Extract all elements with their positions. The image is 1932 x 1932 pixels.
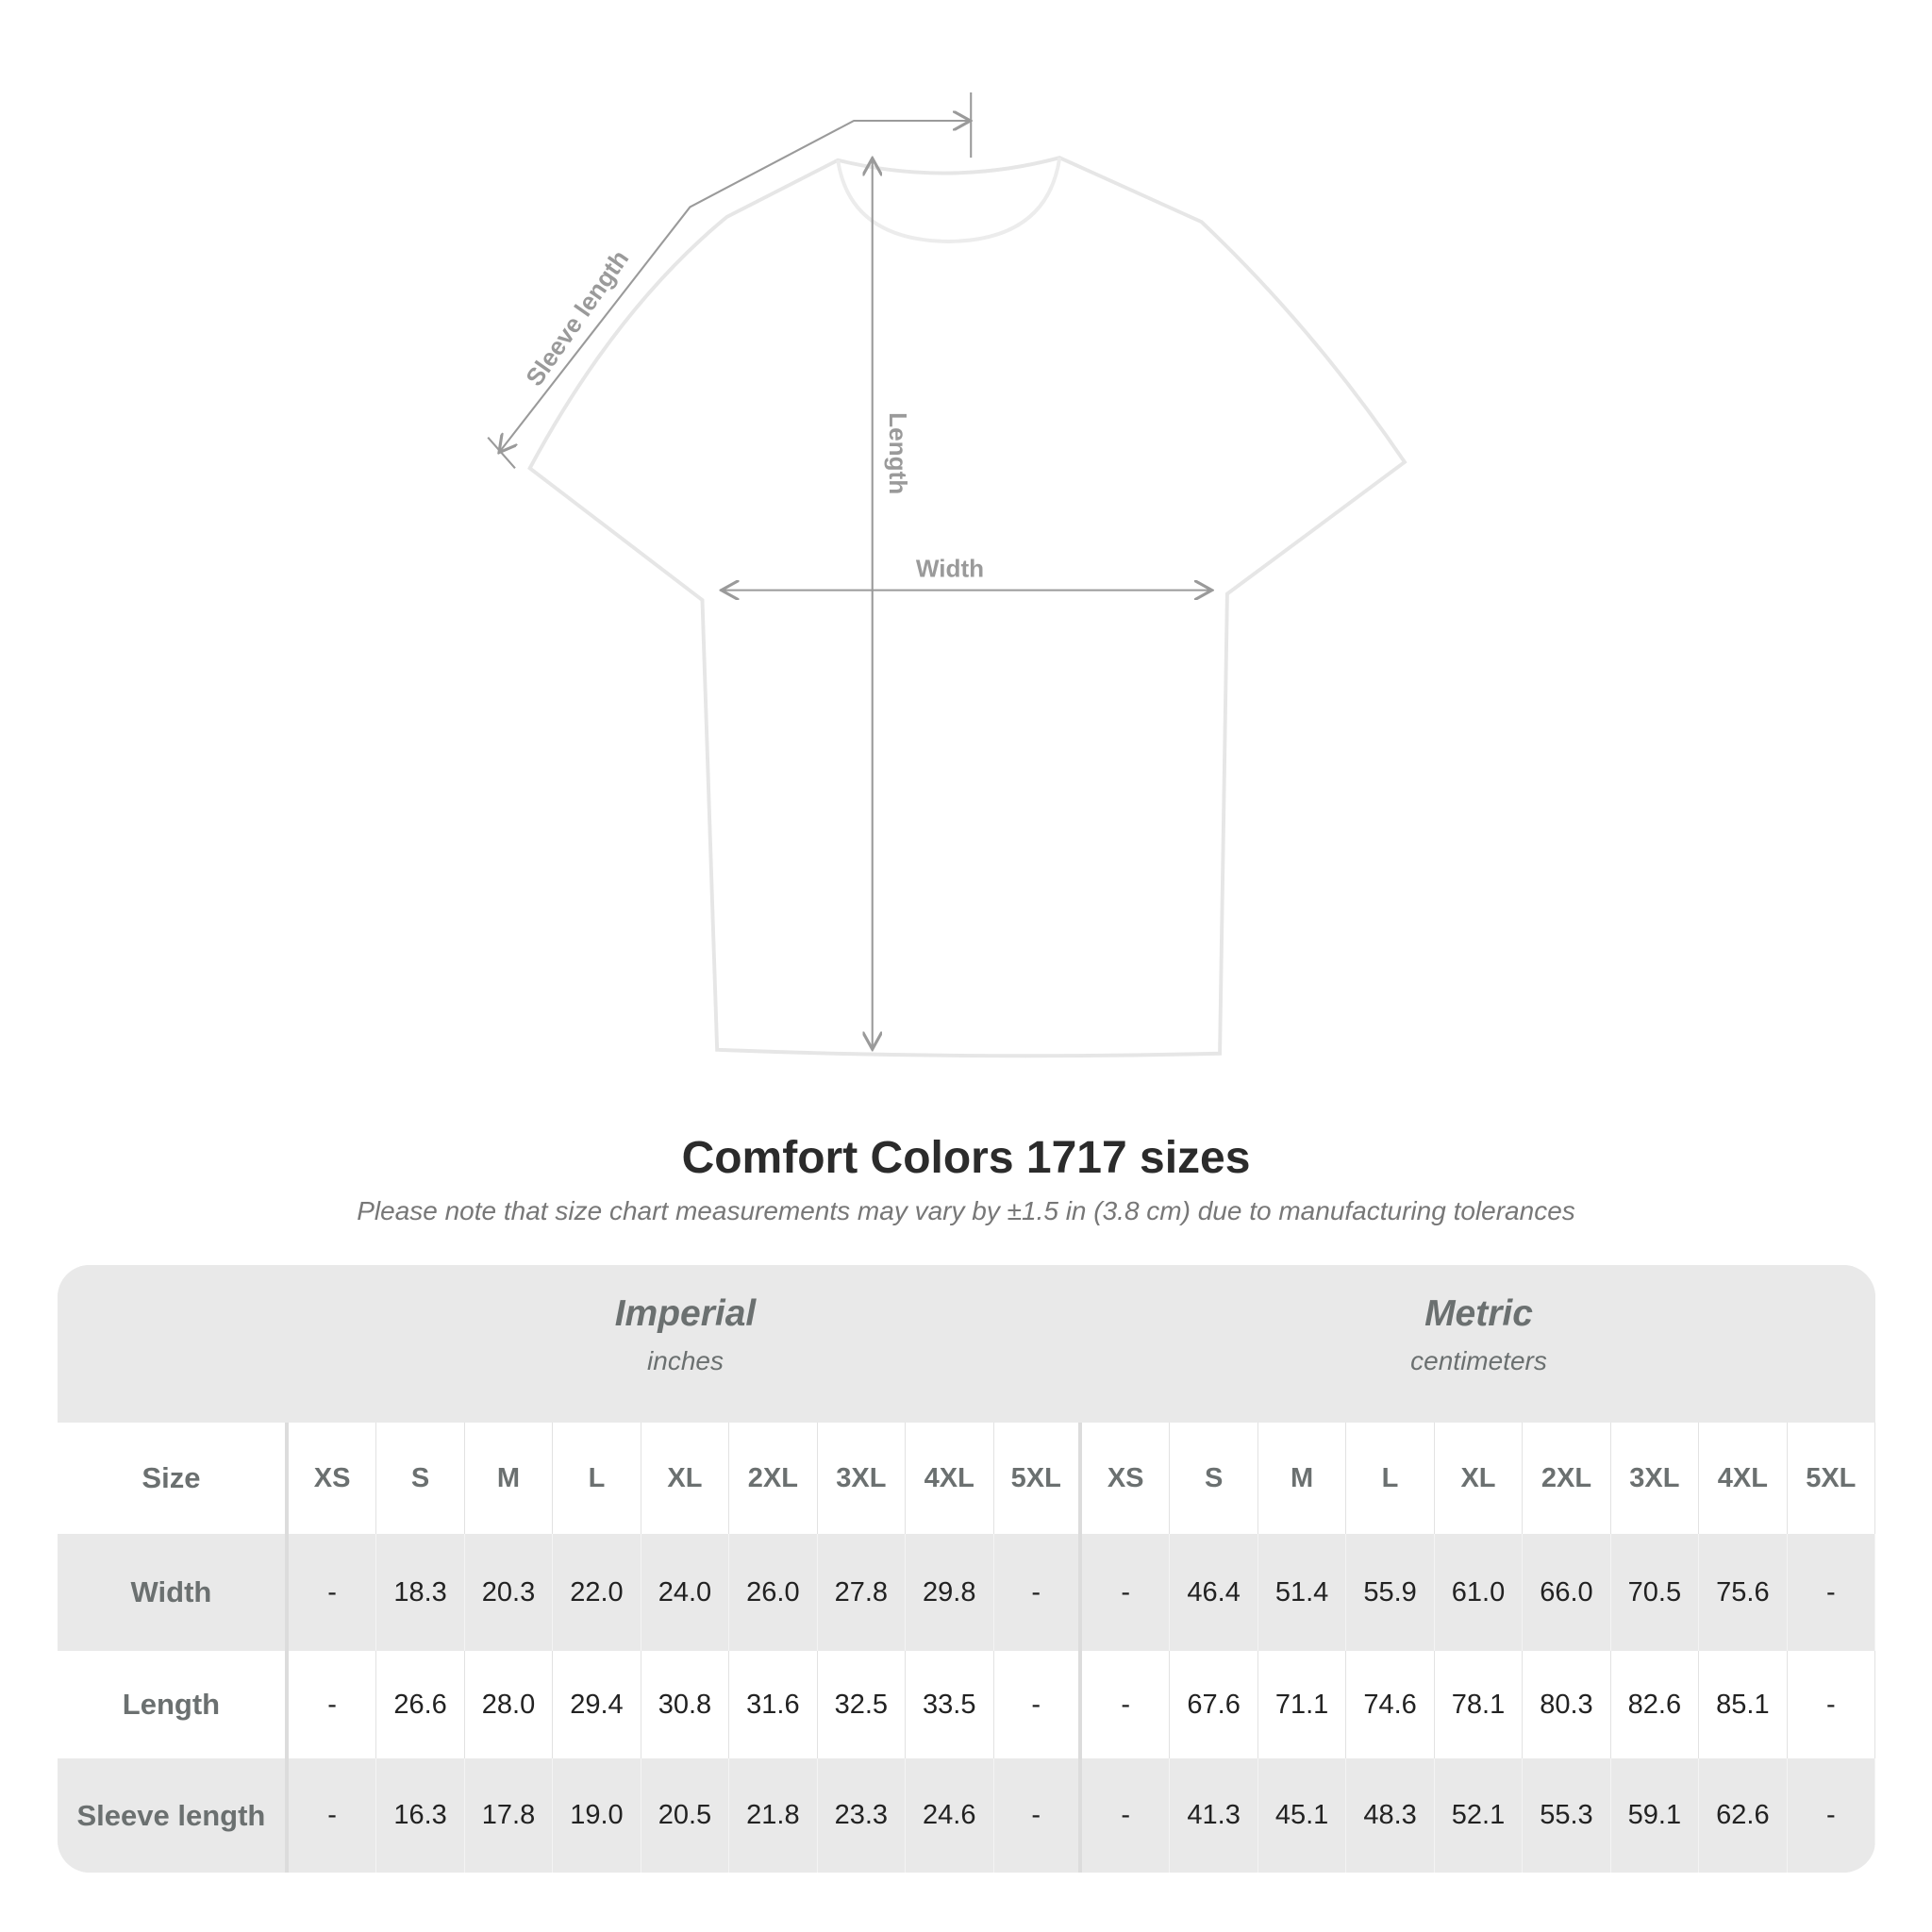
metric-size-header: 3XL (1611, 1423, 1700, 1534)
imperial-value-cell: 30.8 (641, 1651, 730, 1758)
imperial-title: Imperial (614, 1293, 757, 1334)
metric-value-cell: 82.6 (1611, 1651, 1700, 1758)
metric-value-cell: 45.1 (1258, 1758, 1347, 1873)
tolerance-note: Please note that size chart measurements… (357, 1196, 1575, 1225)
metric-value-cell: 55.9 (1346, 1534, 1435, 1651)
imperial-value-cell: - (289, 1758, 377, 1873)
imperial-value-cell: 24.6 (906, 1758, 994, 1873)
unit-header-band: Imperial inches Metric centimeters (58, 1265, 1875, 1423)
metric-value-cell: - (1788, 1651, 1875, 1758)
metric-size-header: 2XL (1523, 1423, 1611, 1534)
metric-unit: centimeters (1410, 1346, 1547, 1375)
metric-value-cell: 52.1 (1435, 1758, 1524, 1873)
metric-value-cell: 80.3 (1523, 1651, 1611, 1758)
imperial-value-cell: 17.8 (465, 1758, 554, 1873)
imperial-value-cell: 32.5 (818, 1651, 907, 1758)
metric-value-cell: 70.5 (1611, 1534, 1700, 1651)
imperial-value-cell: 18.3 (376, 1534, 465, 1651)
imperial-value-cell: 16.3 (376, 1758, 465, 1873)
metric-value-cell: 85.1 (1699, 1651, 1788, 1758)
imperial-size-header: XS (289, 1423, 377, 1534)
metric-value-cell: 41.3 (1170, 1758, 1258, 1873)
imperial-header: Imperial inches (289, 1293, 1082, 1376)
imperial-size-header: L (553, 1423, 641, 1534)
imperial-value-cell: 29.8 (906, 1534, 994, 1651)
imperial-size-header: 3XL (818, 1423, 907, 1534)
metric-header: Metric centimeters (1082, 1293, 1875, 1376)
size-table: Imperial inches Metric centimeters Size X… (58, 1265, 1875, 1873)
imperial-size-header: XL (641, 1423, 730, 1534)
table-row: Sleeve length -16.3 17.8 19.0 20.5 21.8 23.3 24… (58, 1758, 1875, 1873)
imperial-value-cell: 29.4 (553, 1651, 641, 1758)
imperial-value-cell: - (994, 1758, 1082, 1873)
imperial-value-cell: 26.6 (376, 1651, 465, 1758)
imperial-value-cell: 20.3 (465, 1534, 554, 1651)
imperial-value-cell: 21.8 (729, 1758, 818, 1873)
imperial-value-cell: 22.0 (553, 1534, 641, 1651)
metric-value-cell: 55.3 (1523, 1758, 1611, 1873)
metric-value-cell: 75.6 (1699, 1534, 1788, 1651)
imperial-size-header: S (376, 1423, 465, 1534)
row-label: Sleeve length (58, 1758, 289, 1873)
metric-value-cell: - (1082, 1534, 1171, 1651)
imperial-value-cell: - (994, 1651, 1082, 1758)
imperial-value-cell: 23.3 (818, 1758, 907, 1873)
sleeve-length-line (500, 121, 968, 451)
metric-value-cell: 62.6 (1699, 1758, 1788, 1873)
metric-size-header: L (1346, 1423, 1435, 1534)
metric-value-cell: - (1082, 1651, 1171, 1758)
imperial-value-cell: 28.0 (465, 1651, 554, 1758)
size-header-row: Size XS S M L XL 2XL 3XL 4XL 5XL XS S M L XL 2XL 3XL 4XL 5… (58, 1423, 1875, 1534)
imperial-value-cell: 20.5 (641, 1758, 730, 1873)
width-label: Width (916, 554, 984, 582)
metric-value-cell: 74.6 (1346, 1651, 1435, 1758)
metric-title: Metric (1424, 1293, 1533, 1334)
metric-size-header: XL (1435, 1423, 1524, 1534)
imperial-size-header: M (465, 1423, 554, 1534)
row-label: Size (58, 1423, 289, 1534)
row-label: Length (58, 1651, 289, 1758)
page-title: Comfort Colors 1717 sizes (681, 1133, 1251, 1183)
imperial-value-cell: 27.8 (818, 1534, 907, 1651)
metric-value-cell: 48.3 (1346, 1758, 1435, 1873)
imperial-value-cell: 26.0 (729, 1534, 818, 1651)
imperial-size-header: 5XL (994, 1423, 1082, 1534)
metric-value-cell: 78.1 (1435, 1651, 1524, 1758)
metric-value-cell: - (1788, 1534, 1875, 1651)
imperial-value-cell: 33.5 (906, 1651, 994, 1758)
metric-value-cell: 51.4 (1258, 1534, 1347, 1651)
metric-value-cell: 66.0 (1523, 1534, 1611, 1651)
metric-value-cell: 46.4 (1170, 1534, 1258, 1651)
imperial-value-cell: - (289, 1534, 377, 1651)
imperial-size-header: 4XL (906, 1423, 994, 1534)
imperial-size-header: 2XL (729, 1423, 818, 1534)
metric-size-header: S (1170, 1423, 1258, 1534)
metric-size-header: XS (1082, 1423, 1171, 1534)
metric-value-cell: 67.6 (1170, 1651, 1258, 1758)
imperial-value-cell: - (994, 1534, 1082, 1651)
table-row: Width -18.3 20.3 22.0 24.0 26.0 27.8 29.8- -46.4… (58, 1534, 1875, 1651)
metric-size-header: M (1258, 1423, 1347, 1534)
imperial-value-cell: 24.0 (641, 1534, 730, 1651)
tshirt-shape (527, 156, 1407, 1058)
imperial-value-cell: 19.0 (553, 1758, 641, 1873)
metric-size-header: 5XL (1788, 1423, 1875, 1534)
metric-value-cell: - (1082, 1758, 1171, 1873)
metric-value-cell: 71.1 (1258, 1651, 1347, 1758)
metric-value-cell: - (1788, 1758, 1875, 1873)
metric-value-cell: 59.1 (1611, 1758, 1700, 1873)
imperial-unit: inches (647, 1346, 724, 1375)
length-label: Length (884, 412, 912, 494)
metric-size-header: 4XL (1699, 1423, 1788, 1534)
row-label: Width (58, 1534, 289, 1651)
metric-value-cell: 61.0 (1435, 1534, 1524, 1651)
table-row: Length -26.6 28.0 29.4 30.8 31.6 32.5 33.5- -67.… (58, 1651, 1875, 1758)
imperial-value-cell: 31.6 (729, 1651, 818, 1758)
imperial-value-cell: - (289, 1651, 377, 1758)
